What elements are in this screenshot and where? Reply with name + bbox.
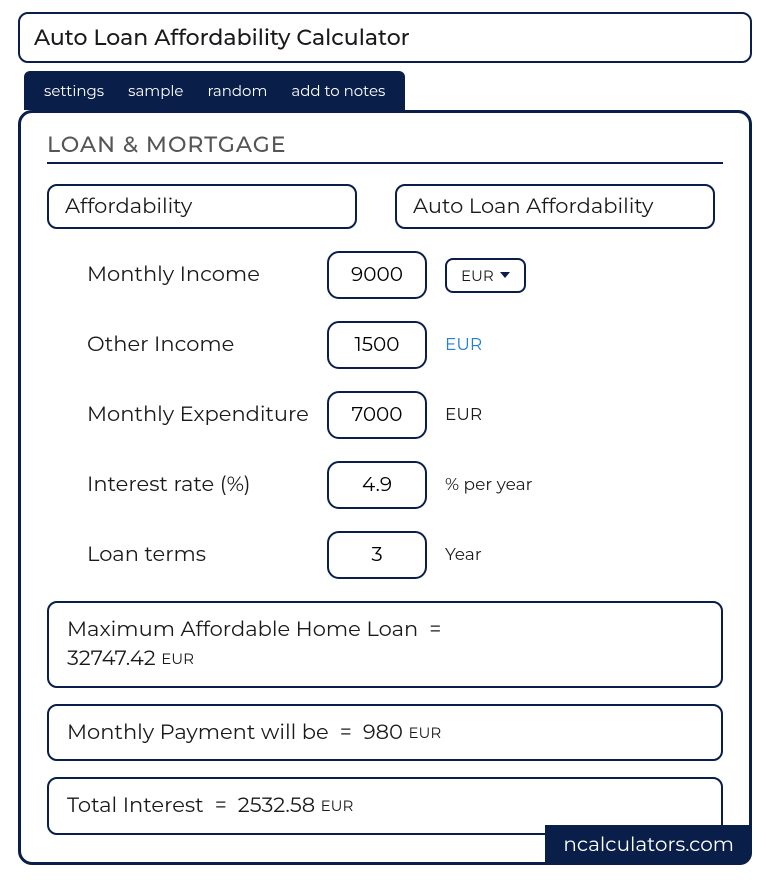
tab-random[interactable]: random bbox=[207, 81, 267, 100]
result-total-interest-value: 2532.58 bbox=[238, 793, 315, 818]
tab-sample[interactable]: sample bbox=[128, 81, 183, 100]
chevron-down-icon bbox=[500, 272, 510, 278]
label-monthly-income: Monthly Income bbox=[87, 262, 327, 288]
currency-selector[interactable]: EUR bbox=[445, 258, 526, 293]
row-monthly-income: Monthly Income EUR bbox=[87, 251, 627, 299]
currency-selector-label: EUR bbox=[461, 266, 494, 285]
result-total-interest-label: Total Interest bbox=[67, 793, 204, 818]
row-interest-rate: Interest rate (%) % per year bbox=[87, 461, 627, 509]
row-loan-terms: Loan terms Year bbox=[87, 531, 627, 579]
result-max-loan: Maximum Affordable Home Loan = 32747.42 … bbox=[47, 601, 723, 688]
result-total-interest-currency: EUR bbox=[321, 796, 354, 815]
input-monthly-expenditure[interactable] bbox=[327, 391, 427, 439]
input-interest-rate[interactable] bbox=[327, 461, 427, 509]
row-other-income: Other Income EUR bbox=[87, 321, 627, 369]
label-loan-terms: Loan terms bbox=[87, 542, 327, 568]
row-monthly-expenditure: Monthly Expenditure EUR bbox=[87, 391, 627, 439]
result-monthly-payment: Monthly Payment will be = 980 EUR bbox=[47, 704, 723, 761]
main-panel: LOAN & MORTGAGE Affordability Auto Loan … bbox=[18, 110, 752, 865]
result-monthly-payment-currency: EUR bbox=[408, 723, 441, 742]
category-pill-row: Affordability Auto Loan Affordability bbox=[47, 184, 723, 229]
auto-loan-affordability-pill[interactable]: Auto Loan Affordability bbox=[395, 184, 715, 229]
label-interest-rate: Interest rate (%) bbox=[87, 472, 327, 498]
tab-bar: settings sample random add to notes bbox=[24, 71, 405, 110]
footer-brand[interactable]: ncalculators.com bbox=[545, 825, 752, 865]
input-monthly-income[interactable] bbox=[327, 251, 427, 299]
section-heading: LOAN & MORTGAGE bbox=[47, 131, 723, 164]
unit-other-income[interactable]: EUR bbox=[445, 335, 482, 355]
result-monthly-payment-value: 980 bbox=[363, 720, 403, 745]
unit-interest-rate: % per year bbox=[445, 475, 532, 495]
label-other-income: Other Income bbox=[87, 332, 327, 358]
unit-loan-terms: Year bbox=[445, 545, 482, 565]
form-rows: Monthly Income EUR Other Income EUR Mont… bbox=[87, 251, 627, 579]
tab-settings[interactable]: settings bbox=[44, 81, 104, 100]
tab-add-to-notes[interactable]: add to notes bbox=[291, 81, 385, 100]
unit-monthly-expenditure: EUR bbox=[445, 405, 482, 425]
page-title: Auto Loan Affordability Calculator bbox=[18, 12, 752, 63]
result-monthly-payment-label: Monthly Payment will be bbox=[67, 720, 329, 745]
affordability-pill[interactable]: Affordability bbox=[47, 184, 357, 229]
input-loan-terms[interactable] bbox=[327, 531, 427, 579]
result-max-loan-label: Maximum Affordable Home Loan bbox=[67, 617, 418, 642]
label-monthly-expenditure: Monthly Expenditure bbox=[87, 402, 327, 428]
result-max-loan-value: 32747.42 bbox=[67, 646, 156, 671]
result-max-loan-currency: EUR bbox=[161, 649, 194, 668]
input-other-income[interactable] bbox=[327, 321, 427, 369]
